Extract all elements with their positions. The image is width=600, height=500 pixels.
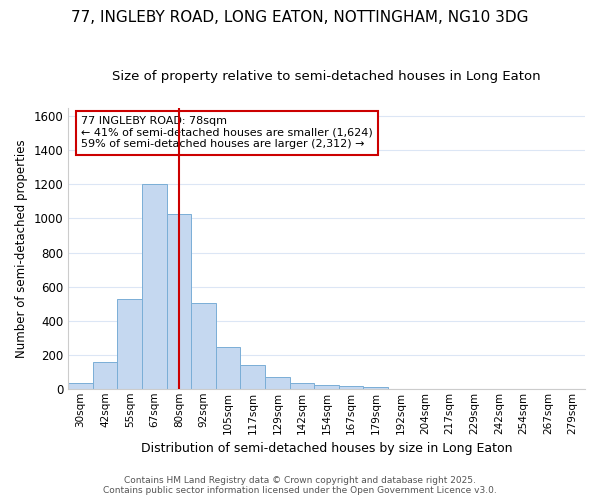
Bar xyxy=(339,386,364,389)
Bar xyxy=(216,347,241,389)
Title: Size of property relative to semi-detached houses in Long Eaton: Size of property relative to semi-detach… xyxy=(112,70,541,83)
Text: 77, INGLEBY ROAD, LONG EATON, NOTTINGHAM, NG10 3DG: 77, INGLEBY ROAD, LONG EATON, NOTTINGHAM… xyxy=(71,10,529,25)
Y-axis label: Number of semi-detached properties: Number of semi-detached properties xyxy=(15,139,28,358)
Bar xyxy=(118,300,142,389)
Bar xyxy=(191,303,216,389)
Bar xyxy=(265,377,290,389)
X-axis label: Distribution of semi-detached houses by size in Long Eaton: Distribution of semi-detached houses by … xyxy=(141,442,512,455)
Bar xyxy=(290,383,314,389)
Bar xyxy=(93,362,118,389)
Bar xyxy=(142,184,167,389)
Text: 77 INGLEBY ROAD: 78sqm
← 41% of semi-detached houses are smaller (1,624)
59% of : 77 INGLEBY ROAD: 78sqm ← 41% of semi-det… xyxy=(81,116,373,150)
Bar xyxy=(167,214,191,389)
Bar xyxy=(314,386,339,389)
Text: Contains HM Land Registry data © Crown copyright and database right 2025.
Contai: Contains HM Land Registry data © Crown c… xyxy=(103,476,497,495)
Bar xyxy=(68,383,93,389)
Bar xyxy=(364,388,388,389)
Bar xyxy=(241,365,265,389)
